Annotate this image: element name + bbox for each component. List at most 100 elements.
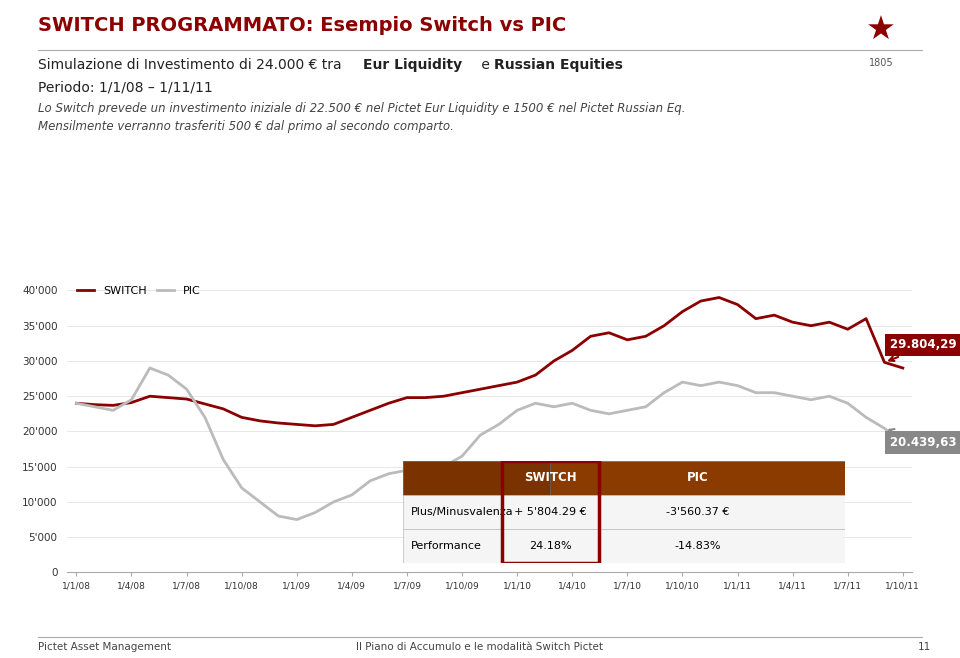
Text: SWITCH PROGRAMMATO: Esempio Switch vs PIC: SWITCH PROGRAMMATO: Esempio Switch vs PI… [38,16,566,36]
SWITCH [474,385,486,393]
Bar [403,495,845,528]
Line: PIC: PIC [77,368,902,520]
Text: -14.83%: -14.83% [674,541,721,551]
SWITCH [585,332,596,340]
SWITCH [401,393,413,401]
Legend: SWITCH, PIC: SWITCH, PIC [73,282,205,301]
PIC [769,389,780,397]
Text: + 5'804.29 €: + 5'804.29 € [515,507,587,517]
SWITCH [347,413,358,421]
Text: 20.439,63 €: 20.439,63 € [889,429,960,449]
SWITCH [805,322,817,330]
Text: PIC: PIC [686,471,708,484]
Bar [502,461,599,563]
Bar [403,528,845,563]
Text: Lo Switch prevede un investimento iniziale di 22.500 € nel Pictet Eur Liquidity : Lo Switch prevede un investimento inizia… [38,102,685,115]
PIC [236,484,248,492]
Text: e: e [477,58,494,72]
PIC [787,392,799,400]
SWITCH [327,420,339,428]
PIC [750,389,761,397]
SWITCH [456,389,468,397]
PIC [713,378,725,386]
SWITCH [493,382,505,390]
Text: Simulazione di Investimento di 24.000 € tra: Simulazione di Investimento di 24.000 € … [38,58,347,72]
SWITCH [365,407,376,415]
PIC [860,413,872,421]
SWITCH [713,293,725,301]
PIC [89,403,101,411]
PIC [291,516,302,524]
PIC [456,452,468,460]
SWITCH [162,393,174,401]
Text: -3'560.37 €: -3'560.37 € [666,507,730,517]
PIC [621,407,633,415]
PIC [530,399,541,407]
PIC [420,467,431,474]
PIC [474,431,486,439]
Text: 11: 11 [918,642,931,651]
SWITCH [878,359,890,367]
PIC [878,424,890,432]
Text: Plus/Minusvalenza: Plus/Minusvalenza [411,507,514,517]
PIC [218,456,229,464]
PIC [383,470,395,478]
Text: Russian Equities: Russian Equities [494,58,623,72]
Text: ★: ★ [866,14,896,47]
Text: Il Piano di Accumulo e le modalità Switch Pictet: Il Piano di Accumulo e le modalità Switc… [356,642,604,651]
SWITCH [254,417,266,425]
SWITCH [199,400,210,408]
Text: Eur Liquidity: Eur Liquidity [363,58,462,72]
SWITCH [566,346,578,354]
Text: 24.18%: 24.18% [529,541,572,551]
Bar [403,461,845,495]
SWITCH [438,392,449,400]
SWITCH [530,371,541,379]
Text: Periodo: 1/1/08 – 1/11/11: Periodo: 1/1/08 – 1/11/11 [38,80,213,94]
PIC [309,509,321,517]
SWITCH [180,395,192,403]
SWITCH [603,329,614,337]
PIC [347,491,358,499]
PIC [677,378,688,386]
SWITCH [659,322,670,330]
PIC [401,467,413,474]
SWITCH [218,405,229,413]
PIC [732,382,743,390]
Text: Mensilmente verranno trasferiti 500 € dal primo al secondo comparto.: Mensilmente verranno trasferiti 500 € da… [38,120,454,133]
Text: Performance: Performance [411,541,481,551]
PIC [273,512,284,520]
SWITCH [640,332,652,340]
SWITCH [732,301,743,309]
PIC [365,477,376,485]
PIC [108,407,119,415]
SWITCH [273,419,284,427]
PIC [897,438,908,446]
SWITCH [824,318,835,326]
SWITCH [309,422,321,430]
SWITCH [89,401,101,409]
SWITCH [512,378,523,386]
PIC [824,392,835,400]
PIC [566,399,578,407]
SWITCH [420,393,431,401]
PIC [659,389,670,397]
SWITCH [71,399,83,407]
SWITCH [383,399,395,407]
SWITCH [108,401,119,409]
PIC [162,371,174,379]
PIC [585,407,596,415]
Text: 29.804,29 €: 29.804,29 € [889,338,960,361]
SWITCH [291,420,302,428]
PIC [640,403,652,411]
Text: SWITCH: SWITCH [524,471,577,484]
Bar [403,461,550,495]
SWITCH [144,392,156,400]
SWITCH [621,336,633,343]
SWITCH [548,357,560,365]
PIC [805,395,817,403]
SWITCH [769,311,780,319]
PIC [603,410,614,418]
PIC [254,498,266,506]
Text: 1805: 1805 [869,58,893,68]
